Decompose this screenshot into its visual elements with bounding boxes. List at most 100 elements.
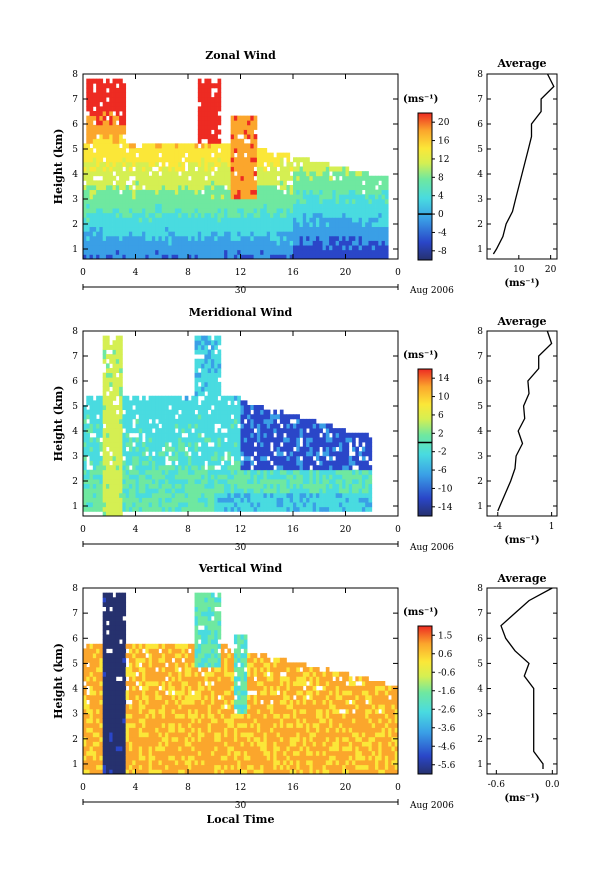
heatmap-cell [197, 423, 202, 429]
heatmap-cell [105, 694, 110, 700]
heatmap-cell [99, 750, 104, 756]
heatmap-cell [188, 432, 192, 438]
avg-x-tick-label: 10 [513, 265, 525, 275]
heatmap-cell [266, 189, 271, 195]
heatmap-cell [315, 432, 320, 438]
heatmap-cell [227, 418, 232, 424]
heatmap-cell [83, 488, 87, 494]
heatmap-cell [112, 760, 117, 766]
heatmap-cell [105, 502, 110, 508]
heatmap-cell [109, 171, 113, 177]
heatmap-cell [151, 465, 156, 471]
heatmap-cell [286, 152, 291, 158]
heatmap-cell [138, 171, 143, 177]
heatmap-cell [319, 474, 323, 480]
heatmap-cell [128, 194, 133, 200]
heatmap-cell [276, 208, 281, 214]
heatmap-cell [89, 92, 94, 98]
heatmap-cell [279, 455, 284, 461]
average-profile-line [497, 330, 553, 512]
heatmap-cell [338, 185, 343, 191]
heatmap-cell [96, 212, 100, 218]
heatmap-cell [197, 335, 202, 341]
heatmap-cell [247, 469, 251, 475]
heatmap-cell [181, 161, 186, 167]
heatmap-cell [273, 497, 277, 503]
heatmap-cell [253, 240, 258, 246]
heatmap-cell [148, 235, 153, 241]
heatmap-cell [105, 713, 110, 719]
heatmap-cell [263, 245, 268, 251]
heatmap-cell [230, 446, 235, 452]
heatmap-cell [197, 231, 202, 237]
heatmap-cell [256, 175, 261, 181]
heatmap-cell [197, 180, 202, 186]
heatmap-cell [191, 460, 195, 466]
heatmap-cell [227, 405, 232, 411]
heatmap-cell [89, 708, 94, 714]
heatmap-cell [345, 208, 350, 214]
heatmap-cell [217, 386, 222, 392]
heatmap-cell [204, 400, 209, 406]
heatmap-cell [145, 483, 150, 489]
heatmap-cell [148, 194, 153, 200]
heatmap-cell [89, 106, 94, 112]
heatmap-cell [86, 506, 90, 512]
heatmap-cell [122, 129, 127, 135]
heatmap-cell [233, 423, 238, 429]
heatmap-cell [296, 254, 300, 260]
heatmap-cell [286, 414, 291, 420]
heatmap-cell [96, 713, 100, 719]
heatmap-cell [233, 180, 238, 186]
colorbar-tick-label: 20 [438, 118, 450, 128]
heatmap-cell [217, 483, 222, 489]
heatmap-cell [115, 465, 120, 471]
heatmap-cell [237, 180, 241, 186]
heatmap-cell [96, 222, 100, 228]
heatmap-cell [276, 474, 281, 480]
heatmap-cell [361, 245, 366, 251]
heatmap-cell [102, 639, 107, 645]
heatmap-cell [273, 414, 277, 420]
heatmap-cell [217, 175, 222, 181]
heatmap-cell [158, 418, 163, 424]
heatmap-cell [345, 488, 350, 494]
heatmap-cell [270, 217, 274, 223]
heatmap-cell [89, 643, 94, 649]
heatmap-cell [145, 474, 150, 480]
heatmap-cell [102, 349, 107, 355]
heatmap-cell [161, 455, 166, 461]
heatmap-cell [201, 124, 205, 130]
heatmap-cell [181, 208, 186, 214]
heatmap-cell [299, 226, 304, 232]
heatmap-cell [128, 143, 133, 149]
heatmap-cell [256, 148, 261, 154]
heatmap-cell [102, 208, 107, 214]
heatmap-cell [214, 203, 218, 209]
heatmap-cell [83, 713, 87, 719]
heatmap-cell [92, 226, 97, 232]
heatmap-cell [247, 208, 251, 214]
heatmap-cell [122, 106, 127, 112]
heatmap-cell [122, 212, 127, 218]
heatmap-cell [109, 492, 113, 498]
heatmap-cell [83, 506, 87, 512]
heatmap-cell [181, 423, 186, 429]
heatmap-cell [361, 194, 366, 200]
heatmap-cell [338, 460, 343, 466]
heatmap-cell [155, 245, 159, 251]
heatmap-cell [237, 120, 241, 126]
heatmap-cell [250, 175, 255, 181]
heatmap-cell [105, 755, 110, 761]
heatmap-cell [299, 451, 304, 457]
heatmap-cell [174, 235, 179, 241]
heatmap-cell [119, 217, 123, 223]
heatmap-cell [122, 152, 127, 158]
heatmap-cell [299, 166, 304, 172]
heatmap-cell [256, 455, 261, 461]
heatmap-cell [122, 446, 127, 452]
heatmap-cell [148, 185, 153, 191]
heatmap-cell [214, 249, 218, 255]
heatmap-cell [338, 469, 343, 475]
heatmap-cell [260, 217, 264, 223]
